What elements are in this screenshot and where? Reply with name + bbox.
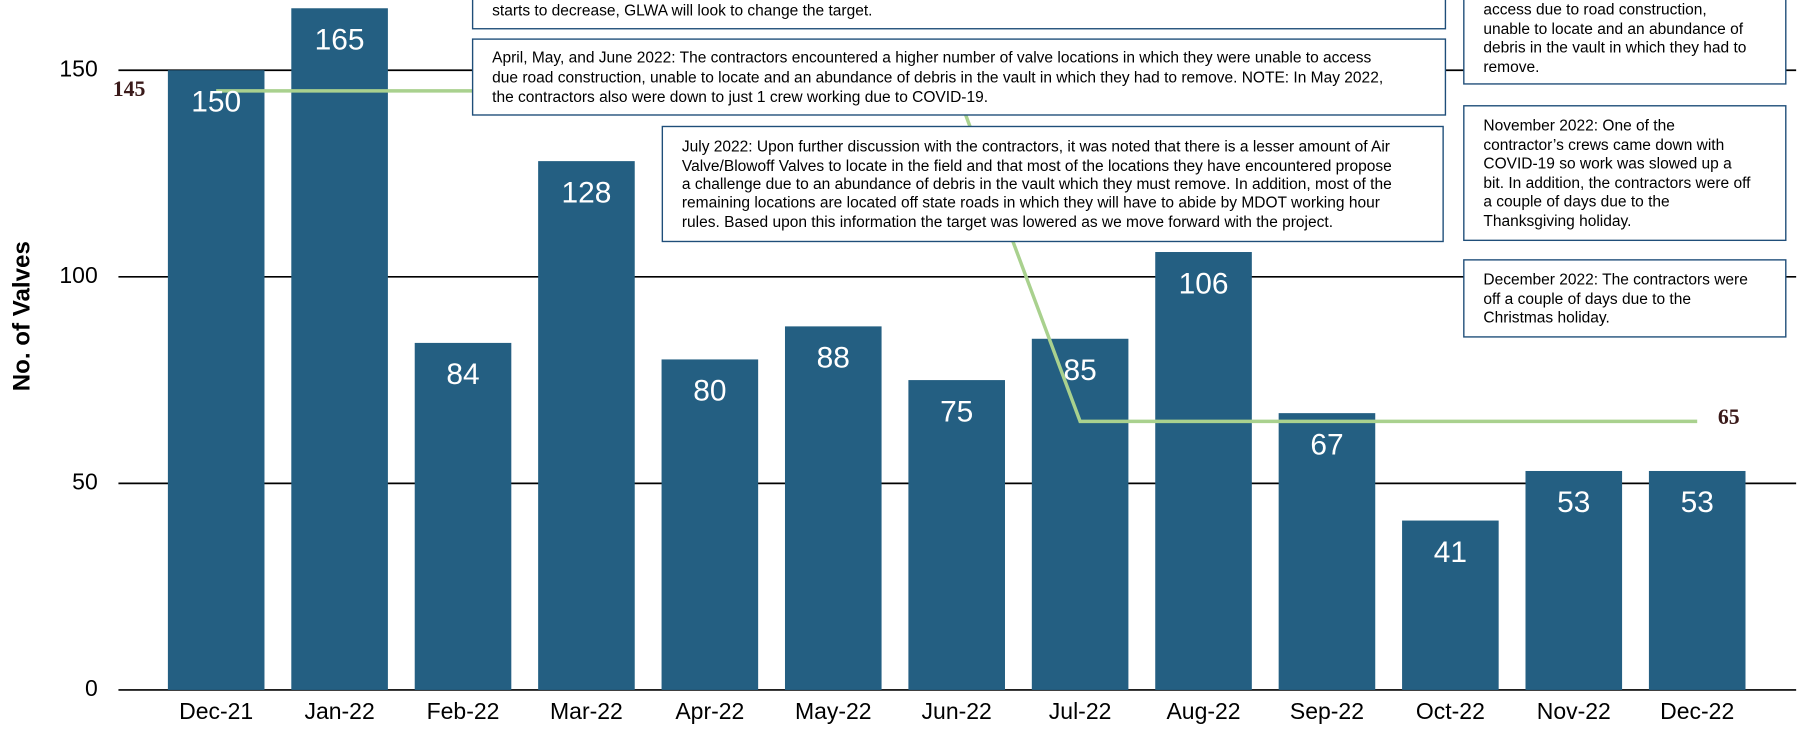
value-label: 53 [1681, 486, 1714, 519]
annotation-text: July 2022: Upon further discussion with … [682, 138, 1390, 155]
annotation-text: COVID-19 so work was slowed up a [1483, 156, 1732, 173]
bar [784, 326, 882, 690]
value-label: 165 [315, 24, 365, 57]
x-tick-label: Dec-22 [1660, 698, 1734, 724]
annotation-text: unable to locate and an abundance of [1483, 21, 1743, 38]
annotation-box [1463, 259, 1787, 338]
x-tick-label: Oct-22 [1416, 698, 1485, 724]
annotation-text: Thanksgiving holiday. [1483, 213, 1631, 230]
bar [1031, 338, 1129, 690]
value-label: 128 [562, 176, 612, 209]
annotation-text: access due to road construction, [1483, 1, 1706, 18]
plot: No. of Valves 0 50 100 150 Dec-21 Jan-22 Feb-2… [8, 0, 1797, 724]
annotation-box [661, 125, 1444, 243]
annotation-text: remove. [1483, 59, 1539, 76]
x-tick-label: Sep-22 [1290, 698, 1364, 724]
value-label: 106 [1179, 267, 1229, 300]
y-tick-label: 0 [85, 675, 98, 701]
bar [1155, 252, 1252, 690]
annotation-text: remaining locations are located off stat… [682, 195, 1380, 212]
annotation-text: rules. Based upon this information the t… [682, 214, 1333, 231]
annotation-text: Valve/Blowoff Valves to locate in the fi… [682, 158, 1392, 175]
annotation-box [471, 38, 1447, 116]
annotation-text: a challenge due to an abundance of debri… [682, 176, 1392, 193]
x-tick-label: Apr-22 [675, 698, 744, 724]
value-label: 53 [1557, 486, 1590, 519]
x-tick-label: Jul-22 [1049, 698, 1112, 724]
bar [1525, 470, 1623, 690]
y-tick-label: 100 [59, 262, 97, 288]
value-label: 88 [817, 342, 850, 375]
x-tick-label: Jun-22 [922, 698, 992, 724]
x-tick-label: Mar-22 [550, 698, 623, 724]
bar [291, 8, 388, 690]
annotation-text: November 2022: One of the [1483, 118, 1674, 135]
annotation-text: a couple of days due to the [1483, 193, 1669, 210]
annotation-text: contractor’s crews came down with [1483, 137, 1724, 154]
value-label: 85 [1063, 354, 1096, 387]
value-label: 84 [446, 358, 479, 391]
value-label: 41 [1434, 536, 1467, 569]
annotation-text: bit. In addition, the contractors were o… [1483, 175, 1751, 192]
x-tick-label: Aug-22 [1166, 698, 1240, 724]
value-label: 75 [940, 395, 973, 428]
bar [1402, 520, 1499, 690]
value-label: 67 [1310, 428, 1343, 461]
x-tick-label: Dec-21 [179, 698, 253, 724]
value-label: 80 [693, 375, 726, 408]
bar [414, 342, 512, 690]
annotation-text: December 2022: The contractors were [1483, 272, 1747, 289]
y-tick-label: 50 [72, 468, 98, 494]
annotation-text: debris in the vault in which they had to [1483, 39, 1746, 56]
value-label: 150 [191, 85, 241, 118]
annotation-text: due road construction, unable to locate … [492, 69, 1383, 86]
y-axis-label: No. of Valves [8, 241, 35, 391]
x-tick-label: Feb-22 [427, 698, 500, 724]
bar [538, 161, 635, 690]
annotation-text: off a couple of days due to the [1483, 291, 1691, 308]
annotation-text: Christmas holiday. [1483, 310, 1609, 327]
annotation-text: April, May, and June 2022: The contracto… [492, 50, 1371, 67]
target-label: 145 [113, 77, 146, 101]
annotation-text: starts to decrease, GLWA will look to ch… [492, 3, 872, 20]
annotation-box [1463, 105, 1787, 242]
x-tick-label: Nov-22 [1537, 698, 1611, 724]
x-tick-label: Jan-22 [304, 698, 374, 724]
annotation-text: the contractors also were down to just 1… [492, 89, 988, 106]
annotation-box [471, 0, 1447, 30]
target-label: 65 [1718, 405, 1740, 429]
bar [908, 380, 1005, 690]
bar [1278, 413, 1376, 690]
x-tick-label: May-22 [795, 698, 872, 724]
bar [167, 70, 265, 690]
annotation-box [1463, 0, 1787, 85]
y-tick-label: 150 [59, 55, 97, 81]
bar [1648, 470, 1746, 690]
bar [661, 359, 759, 690]
